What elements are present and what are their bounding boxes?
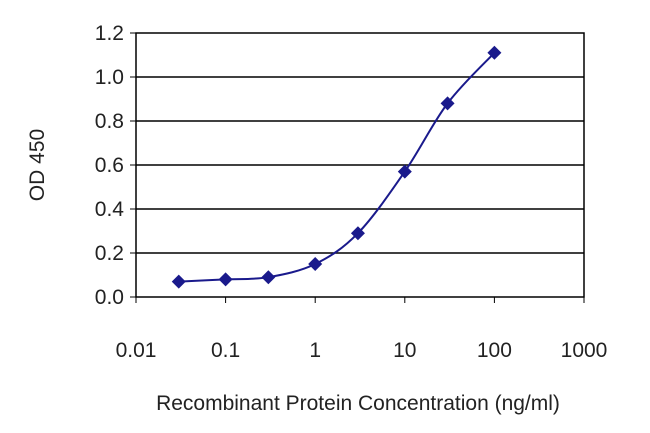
y-tick-label-6: 1.2 xyxy=(95,22,124,45)
data-point-7 xyxy=(487,45,502,60)
y-tick-label-0: 0.0 xyxy=(95,286,124,309)
data-point-4 xyxy=(350,226,365,241)
x-tick-label-0: 0.01 xyxy=(116,339,157,362)
y-axis-label: OD 450 xyxy=(26,129,49,201)
y-tick-label-4: 0.8 xyxy=(95,110,124,133)
x-tick-label-4: 100 xyxy=(477,339,512,362)
y-tick-label-2: 0.4 xyxy=(95,198,125,221)
x-tick-labels: 0.01 0.1 1 10 100 1000 xyxy=(116,297,608,362)
x-tick-label-1: 0.1 xyxy=(211,339,240,362)
data-point-1 xyxy=(218,272,233,287)
y-tick-label-3: 0.6 xyxy=(95,154,124,177)
y-tick-label-5: 1.0 xyxy=(95,66,124,89)
data-point-6 xyxy=(440,96,455,111)
x-tick-label-5: 1000 xyxy=(561,339,608,362)
data-point-5 xyxy=(397,164,412,179)
x-tick-label-3: 10 xyxy=(393,339,416,362)
data-point-0 xyxy=(171,274,186,289)
data-point-2 xyxy=(261,270,276,285)
data-point-3 xyxy=(308,257,323,271)
series-group xyxy=(171,45,502,289)
x-tick-label-2: 1 xyxy=(309,339,321,362)
y-tick-label-1: 0.2 xyxy=(95,242,124,265)
grid-lines xyxy=(136,76,584,254)
x-axis-label: Recombinant Protein Concentration (ng/ml… xyxy=(156,392,560,415)
y-tick-labels: 0.0 0.2 0.4 0.6 0.8 1.0 1.2 xyxy=(95,22,136,309)
